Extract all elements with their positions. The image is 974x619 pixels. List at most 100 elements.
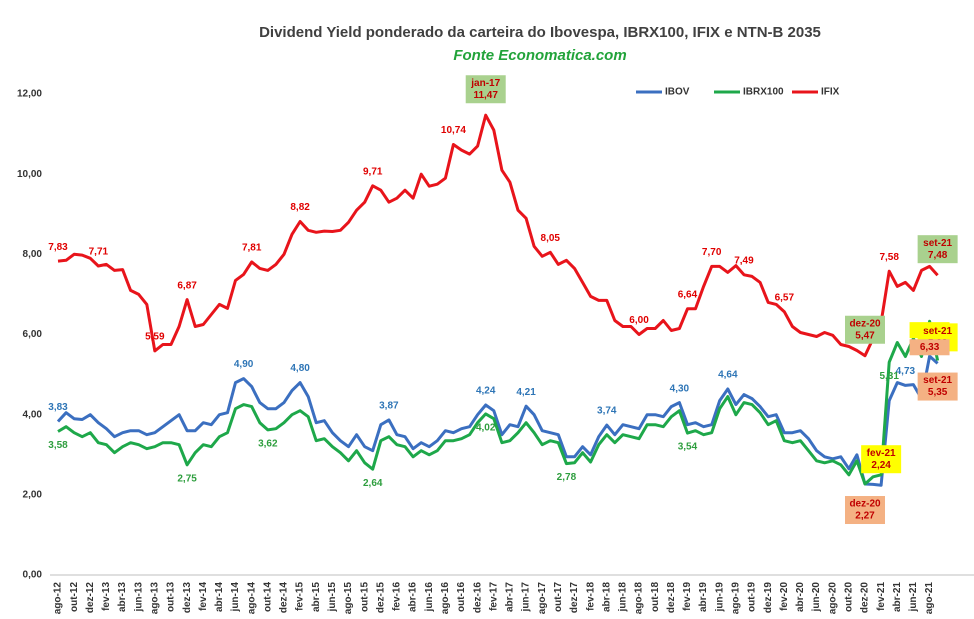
x-tick-label: ago-14 <box>246 582 257 615</box>
x-tick-label: jun-16 <box>424 582 435 613</box>
data-label: 4,30 <box>670 383 690 394</box>
x-tick-label: dez-18 <box>666 582 677 614</box>
y-tick-label: 6,00 <box>23 329 43 340</box>
x-tick-label: jun-15 <box>327 582 338 613</box>
x-tick-label: fev-13 <box>101 582 112 611</box>
x-tick-label: jun-18 <box>618 582 629 613</box>
label-date: set-21 <box>923 326 952 337</box>
x-tick-label: fev-16 <box>392 582 403 611</box>
x-tick-label: out-15 <box>359 582 370 612</box>
label-date: set-21 <box>923 238 952 249</box>
y-tick-label: 12,00 <box>17 89 42 100</box>
x-tick-label: abr-14 <box>214 582 225 612</box>
x-tick-label: ago-13 <box>149 582 160 615</box>
x-tick-label: abr-19 <box>698 582 709 612</box>
data-label: 11,47 <box>473 90 498 101</box>
data-label: 8,05 <box>541 233 561 244</box>
label-date: jan-17 <box>470 78 500 89</box>
data-label: 7,70 <box>702 247 722 258</box>
data-label: 7,71 <box>89 247 109 258</box>
x-tick-label: ago-21 <box>924 582 935 615</box>
label-box <box>917 235 958 264</box>
series-line <box>57 113 939 358</box>
chart-subtitle: Fonte Economatica.com <box>453 47 626 64</box>
x-tick-label: fev-19 <box>682 582 693 611</box>
data-label: 8,82 <box>290 202 310 213</box>
data-label: 6,33 <box>920 342 940 353</box>
x-tick-label: out-19 <box>747 582 758 612</box>
data-label: 2,24 <box>871 460 891 471</box>
legend-label: IFIX <box>821 87 840 98</box>
x-tick-label: jun-17 <box>521 582 532 613</box>
label-box <box>845 496 885 525</box>
label-date: set-21 <box>923 375 952 386</box>
x-tick-label: abr-18 <box>601 582 612 612</box>
x-tick-label: ago-18 <box>634 582 645 615</box>
data-label: 3,87 <box>379 401 399 412</box>
x-tick-label: fev-18 <box>585 582 596 611</box>
label-box <box>909 339 950 356</box>
data-label: 7,58 <box>879 252 899 263</box>
x-tick-label: ago-17 <box>537 582 548 615</box>
data-label: 5,31 <box>879 371 899 382</box>
x-tick-label: fev-14 <box>198 582 209 611</box>
x-tick-label: abr-15 <box>311 582 322 612</box>
data-label: 2,64 <box>363 478 383 489</box>
chart-title: Dividend Yield ponderado da carteira do … <box>259 24 821 41</box>
x-tick-label: out-20 <box>844 582 855 612</box>
x-tick-label: fev-17 <box>488 582 499 611</box>
x-tick-label: abr-21 <box>892 582 903 612</box>
x-tick-label: out-12 <box>69 582 80 612</box>
x-tick-label: dez-16 <box>472 582 483 614</box>
x-tick-label: ago-12 <box>53 582 64 615</box>
data-label: 7,83 <box>48 242 68 253</box>
x-tick-label: out-18 <box>650 582 661 612</box>
data-label: 6,00 <box>629 315 649 326</box>
x-tick-label: out-13 <box>166 582 177 612</box>
label-box <box>861 445 902 474</box>
data-label: 3,54 <box>678 442 698 453</box>
x-tick-label: dez-17 <box>569 582 580 614</box>
series-line <box>56 354 939 487</box>
x-tick-label: out-17 <box>553 582 564 612</box>
data-label: 4,24 <box>476 386 496 397</box>
data-label: 6,64 <box>678 289 698 300</box>
x-tick-label: abr-17 <box>505 582 516 612</box>
series-line <box>57 319 940 486</box>
x-tick-label: jun-19 <box>714 582 725 613</box>
label-box <box>465 75 506 104</box>
x-tick-label: fev-20 <box>779 582 790 611</box>
x-tick-label: out-14 <box>262 582 273 612</box>
x-tick-label: out-16 <box>456 582 467 612</box>
data-label: 5,35 <box>928 387 948 398</box>
data-label: 7,81 <box>242 243 262 254</box>
y-tick-label: 4,00 <box>23 409 43 420</box>
x-tick-label: dez-13 <box>182 582 193 614</box>
data-label: 6,87 <box>177 280 197 291</box>
x-tick-label: fev-15 <box>295 582 306 611</box>
x-tick-label: dez-20 <box>860 582 871 614</box>
data-label: 10,74 <box>441 125 466 136</box>
data-label: 4,21 <box>516 387 536 398</box>
data-label: 2,78 <box>557 472 577 483</box>
x-tick-label: jun-21 <box>908 582 919 613</box>
data-label: 6,57 <box>775 292 795 303</box>
data-label: 5,59 <box>145 332 165 343</box>
y-tick-label: 10,00 <box>17 169 42 180</box>
x-tick-label: ago-19 <box>731 582 742 615</box>
data-label: 4,90 <box>234 359 254 370</box>
x-tick-label: ago-20 <box>827 582 838 615</box>
x-tick-label: jun-14 <box>230 582 241 613</box>
label-date: fev-21 <box>867 448 896 459</box>
x-tick-label: jun-20 <box>811 582 822 613</box>
data-label: 7,48 <box>928 250 948 261</box>
x-tick-label: dez-14 <box>279 582 290 614</box>
data-label: 3,62 <box>258 439 278 450</box>
label-box <box>845 315 885 344</box>
y-tick-label: 8,00 <box>23 249 43 260</box>
legend-label: IBRX100 <box>743 87 784 98</box>
data-label: 3,58 <box>48 440 68 451</box>
y-tick-label: 0,00 <box>23 570 43 581</box>
y-tick-label: 2,00 <box>23 489 43 500</box>
